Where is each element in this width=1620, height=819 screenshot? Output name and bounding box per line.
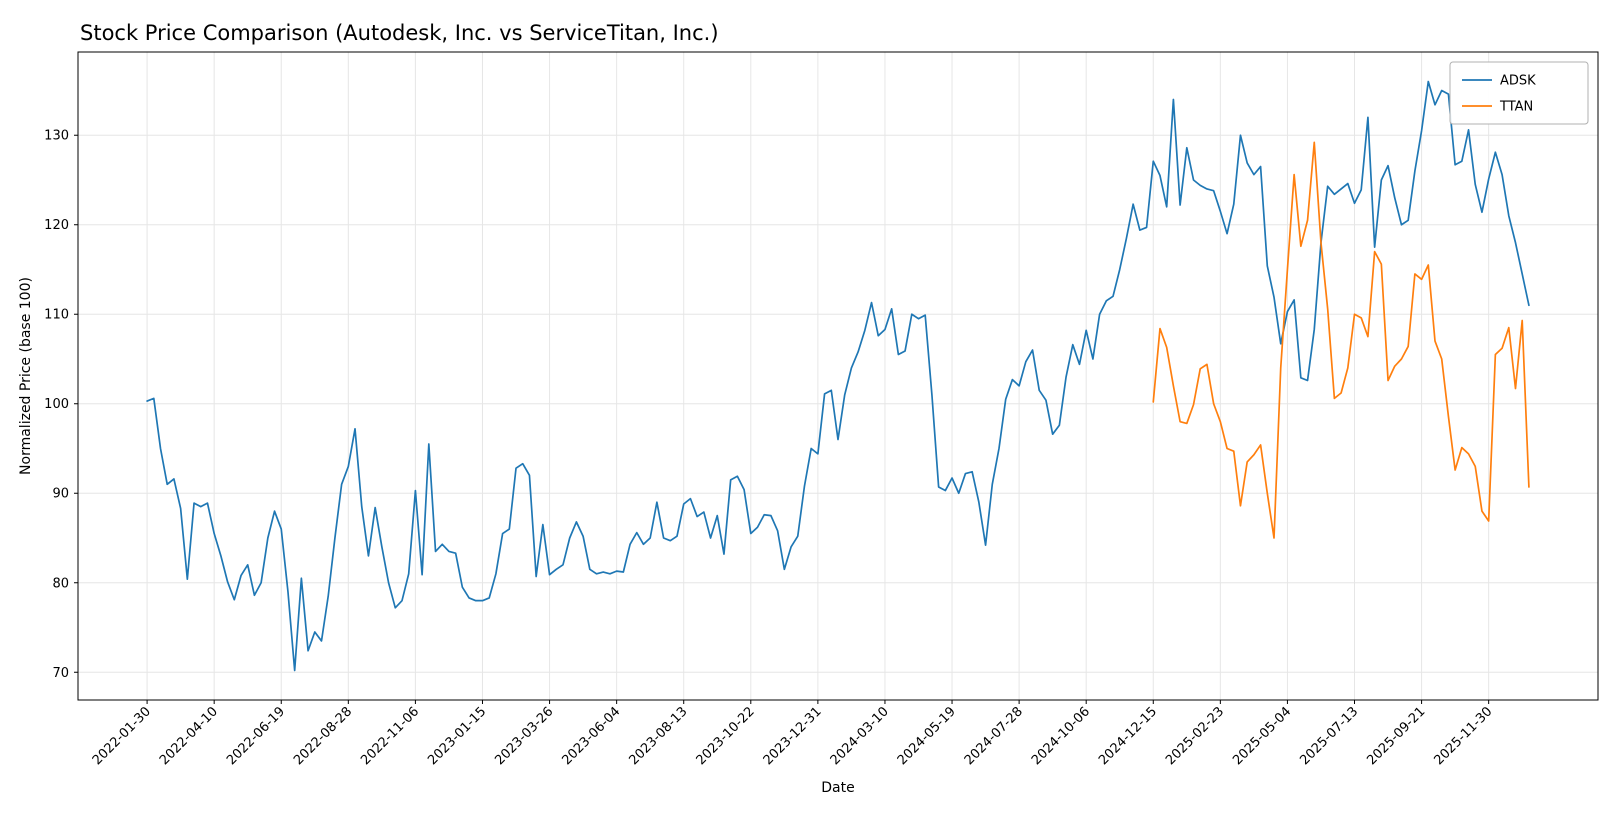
gridlines — [78, 52, 1598, 700]
x-tick-label: 2024-12-15 — [1096, 704, 1160, 768]
x-tick-label: 2023-10-22 — [694, 704, 758, 768]
x-tick-label: 2024-05-19 — [895, 704, 959, 768]
x-axis-label: Date — [821, 780, 854, 796]
x-tick-label: 2025-02-23 — [1163, 704, 1227, 768]
y-tick-label: 70 — [52, 666, 69, 681]
y-axis-label: Normalized Price (base 100) — [18, 277, 34, 475]
data-series — [146, 80, 1530, 672]
y-tick-label: 100 — [44, 397, 69, 412]
legend-label-ttan: TTAN — [1499, 100, 1533, 115]
x-tick-label: 2023-12-31 — [761, 704, 825, 768]
x-tick-label: 2025-05-04 — [1230, 704, 1294, 768]
series-adsk-line — [146, 80, 1530, 672]
y-tick-label: 120 — [44, 218, 69, 233]
x-tick-label: 2023-08-13 — [627, 704, 691, 768]
x-tick-label: 2024-07-28 — [962, 704, 1026, 768]
chart-title: Stock Price Comparison (Autodesk, Inc. v… — [80, 21, 719, 45]
y-tick-label: 80 — [52, 576, 69, 591]
y-tick-label: 90 — [52, 487, 69, 502]
x-tick-label: 2025-09-21 — [1364, 704, 1428, 768]
x-tick-label: 2023-03-26 — [492, 704, 556, 768]
legend: ADSK TTAN — [1449, 61, 1589, 125]
x-tick-label: 2022-04-10 — [157, 704, 221, 768]
x-tick-label: 2025-07-13 — [1297, 704, 1361, 768]
axis-ticks — [74, 134, 1490, 704]
y-tick-label: 130 — [44, 129, 69, 144]
x-tick-label: 2025-11-30 — [1431, 704, 1495, 768]
x-tick-label: 2023-01-15 — [425, 704, 489, 768]
legend-label-adsk: ADSK — [1500, 74, 1536, 89]
x-tick-label: 2022-01-30 — [90, 704, 154, 768]
series-ttan-line — [1152, 141, 1530, 539]
x-tick-label: 2024-10-06 — [1029, 704, 1093, 768]
x-tick-label: 2024-03-10 — [828, 704, 892, 768]
y-tick-label: 110 — [44, 308, 69, 323]
plot-frame — [77, 51, 1599, 701]
x-tick-label: 2022-06-19 — [224, 704, 288, 768]
x-tick-label: 2022-11-06 — [358, 704, 422, 768]
x-tick-label: 2022-08-28 — [291, 704, 355, 768]
legend-box — [1449, 61, 1589, 125]
x-tick-label: 2023-06-04 — [559, 704, 623, 768]
